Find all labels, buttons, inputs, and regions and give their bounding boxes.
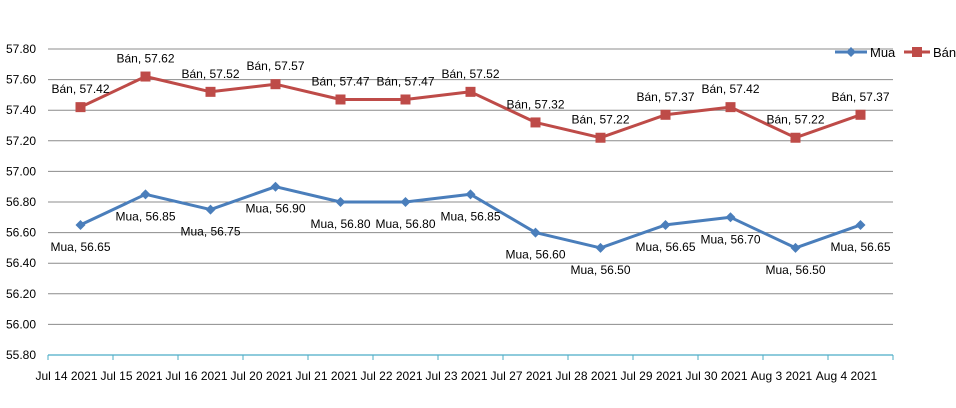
x-tick-label: Jul 23 2021: [425, 369, 487, 383]
point-mua: [140, 189, 151, 200]
data-label-mua: Mua, 56.65: [635, 240, 695, 254]
legend-label-ban: Bán: [933, 45, 956, 60]
point-ban: [595, 132, 606, 143]
data-label-mua: Mua, 56.90: [245, 202, 305, 216]
x-tick-label: Aug 4 2021: [816, 369, 878, 383]
data-label-ban: Bán, 57.37: [636, 90, 694, 104]
legend-marker-ban: [912, 47, 922, 57]
data-label-mua: Mua, 56.85: [440, 209, 500, 223]
data-label-mua: Mua, 56.65: [50, 240, 110, 254]
point-ban: [790, 132, 801, 143]
point-mua: [205, 204, 216, 215]
x-tick-label: Jul 22 2021: [360, 369, 422, 383]
y-tick-label: 55.80: [6, 348, 36, 362]
x-tick-label: Jul 30 2021: [685, 369, 747, 383]
data-label-mua: Mua, 56.65: [830, 240, 890, 254]
y-tick-label: 57.40: [6, 103, 36, 117]
data-label-ban: Bán, 57.62: [116, 52, 174, 66]
point-mua: [75, 219, 86, 230]
y-axis: 55.80 56.00 56.20 56.40 56.60 56.80 57.00 57.20…: [6, 42, 36, 362]
data-label-ban: Bán, 57.22: [766, 113, 824, 127]
y-tick-label: 57.00: [6, 164, 36, 178]
data-label-mua: Mua, 56.50: [570, 263, 630, 277]
y-tick-label: 56.60: [6, 226, 36, 240]
point-ban: [465, 86, 476, 97]
data-label-ban: Bán, 57.52: [181, 67, 239, 81]
series-plot: [75, 71, 866, 253]
x-tick-label: Jul 14 2021: [35, 369, 97, 383]
point-ban: [270, 79, 281, 90]
point-ban: [725, 102, 736, 113]
point-mua: [790, 242, 801, 253]
point-mua: [660, 219, 671, 230]
data-label-ban: Bán, 57.37: [831, 90, 889, 104]
gridlines: [48, 48, 893, 325]
y-tick-label: 56.80: [6, 195, 36, 209]
x-tick-label: Jul 28 2021: [555, 369, 617, 383]
y-tick-label: 56.00: [6, 317, 36, 331]
legend: Mua Bán: [835, 45, 956, 60]
point-ban: [75, 102, 86, 113]
x-tick-label: Jul 20 2021: [230, 369, 292, 383]
data-label-mua: Mua, 56.80: [375, 217, 435, 231]
legend-marker-mua: [846, 47, 856, 57]
point-mua: [855, 219, 866, 230]
data-label-ban: Bán, 57.57: [246, 59, 304, 73]
x-tick-label: Jul 29 2021: [620, 369, 682, 383]
point-mua: [530, 227, 541, 238]
data-label-ban: Bán, 57.32: [506, 97, 564, 111]
legend-label-mua: Mua: [870, 45, 896, 60]
data-label-ban: Bán, 57.47: [376, 74, 434, 88]
y-tick-label: 56.20: [6, 287, 36, 301]
point-ban: [140, 71, 151, 82]
point-mua: [595, 242, 606, 253]
y-tick-label: 56.40: [6, 256, 36, 270]
y-tick-label: 57.60: [6, 73, 36, 87]
point-ban: [205, 86, 216, 97]
x-tick-label: Jul 21 2021: [295, 369, 357, 383]
y-tick-label: 57.80: [6, 42, 36, 56]
x-axis: Jul 14 2021 Jul 15 2021 Jul 16 2021 Jul 20 …: [35, 354, 894, 383]
data-label-mua: Mua, 56.60: [505, 248, 565, 262]
x-tick-label: Aug 3 2021: [751, 369, 813, 383]
data-label-ban: Bán, 57.22: [571, 113, 629, 127]
point-ban: [660, 109, 671, 120]
x-tick-label: Jul 27 2021: [490, 369, 552, 383]
data-label-mua: Mua, 56.75: [180, 225, 240, 239]
point-ban: [335, 94, 346, 105]
x-tick-label: Jul 16 2021: [165, 369, 227, 383]
data-label-ban: Bán, 57.47: [311, 74, 369, 88]
point-mua: [465, 189, 476, 200]
x-tick-label: Jul 15 2021: [100, 369, 162, 383]
point-mua: [725, 212, 736, 223]
data-label-mua: Mua, 56.50: [765, 263, 825, 277]
data-label-ban: Bán, 57.42: [701, 82, 759, 96]
data-label-ban: Bán, 57.42: [51, 82, 109, 96]
point-mua: [335, 197, 346, 207]
point-ban: [400, 94, 411, 105]
data-label-mua: Mua, 56.80: [310, 217, 370, 231]
data-label-mua: Mua, 56.70: [700, 232, 760, 246]
y-tick-label: 57.20: [6, 134, 36, 148]
point-ban: [530, 117, 541, 128]
data-label-mua: Mua, 56.85: [115, 209, 175, 223]
data-label-ban: Bán, 57.52: [441, 67, 499, 81]
data-labels: Bán, 57.42 Bán, 57.62 Bán, 57.52 Bán, 57.57…: [50, 52, 890, 277]
point-ban: [855, 109, 866, 120]
point-mua: [270, 181, 281, 192]
point-mua: [400, 197, 411, 207]
